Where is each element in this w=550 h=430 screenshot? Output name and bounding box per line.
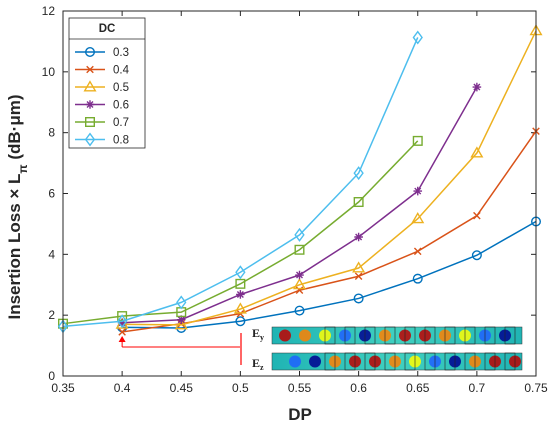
data-point: [235, 316, 246, 327]
y-tick-label: 6: [48, 187, 55, 201]
series-0.8: [57, 30, 423, 334]
x-tick-label: 0.4: [114, 381, 131, 395]
data-point: [294, 227, 305, 242]
legend-item: 0.8: [75, 132, 129, 147]
data-point: [411, 212, 425, 224]
ey-field-map: [271, 326, 523, 345]
data-point: [176, 315, 186, 325]
series-line: [122, 30, 537, 326]
data-point: [118, 328, 126, 336]
legend-item: 0.6: [75, 100, 129, 112]
data-point: [470, 146, 484, 158]
data-point: [472, 82, 482, 92]
x-axis: 0.35 0.4 0.45 0.5 0.55 0.6 0.65 0.7 0.75: [51, 11, 548, 395]
legend-label: 0.8: [113, 135, 129, 147]
series-0.3: [117, 216, 542, 333]
x-tick-label: 0.65: [406, 381, 430, 395]
legend-item: 0.3: [75, 47, 129, 59]
legend-item: 0.5: [75, 80, 129, 94]
data-point: [353, 166, 364, 181]
legend-marker: [84, 47, 95, 58]
data-point: [352, 261, 366, 273]
data-point: [354, 232, 363, 242]
x-tick-label: 0.45: [170, 381, 194, 395]
legend-label: 0.7: [113, 117, 129, 129]
data-point: [295, 270, 304, 280]
data-point: [294, 305, 305, 316]
series-0.7: [58, 135, 423, 329]
data-point: [412, 30, 423, 45]
x-axis-label: DP: [288, 405, 312, 424]
x-tick-label: 0.6: [350, 381, 367, 395]
ey-label: Ey: [252, 326, 264, 342]
y-axis-label: Insertion Loss × Lπ (dB·μm): [5, 94, 30, 319]
data-point: [236, 309, 245, 318]
data-point: [294, 244, 305, 255]
y-tick-label: 0: [48, 369, 55, 383]
legend-label: 0.5: [113, 82, 129, 94]
data-point: [473, 211, 481, 220]
legend-marker: [86, 65, 94, 74]
data-point: [174, 318, 188, 330]
legend-marker: [84, 132, 96, 147]
x-tick-label: 0.7: [469, 381, 486, 395]
x-tick-label: 0.75: [524, 381, 548, 395]
data-point: [353, 197, 364, 208]
series-layer: [57, 24, 543, 336]
data-point: [235, 265, 246, 280]
data-point: [116, 314, 128, 329]
x-tick-label: 0.35: [51, 381, 75, 395]
x-tick-label: 0.5: [232, 381, 249, 395]
legend-marker: [84, 116, 95, 127]
data-point: [292, 278, 307, 290]
svg-text:Insertion Loss × Lπ (dB·μm): Insertion Loss × Lπ (dB·μm): [5, 94, 30, 319]
series-line: [62, 37, 419, 328]
y-tick-label: 2: [48, 308, 55, 322]
field-profile-inset: Ey Ez: [252, 326, 523, 372]
legend-item: 0.4: [75, 65, 130, 77]
data-point: [117, 311, 128, 322]
series-0.6: [117, 82, 482, 328]
data-point: [412, 273, 423, 284]
data-point: [354, 272, 363, 281]
red-arrow-annotation: [118, 333, 242, 365]
data-point: [413, 247, 422, 256]
legend-marker: [85, 100, 95, 109]
y-tick-label: 8: [48, 126, 55, 140]
data-point: [235, 278, 246, 289]
y-tick-label: 4: [48, 247, 55, 261]
plot-frame: [62, 10, 537, 377]
series-line: [122, 86, 478, 324]
series-line: [122, 220, 537, 329]
x-tick-label: 0.55: [288, 381, 312, 395]
y-tick-label: 12: [42, 4, 56, 18]
legend-box: [68, 17, 146, 149]
y-axis: 0 2 4 6 8 10 12: [42, 4, 536, 383]
data-point: [233, 302, 247, 314]
ez-label: Ez: [252, 356, 264, 372]
data-point: [117, 318, 127, 328]
data-point: [353, 293, 364, 304]
data-point: [176, 295, 187, 310]
legend-label: 0.6: [113, 100, 129, 112]
series-line: [122, 130, 537, 333]
y-tick-label: 10: [42, 65, 56, 79]
legend-label: 0.4: [113, 65, 130, 77]
legend: DC 0.3 0.4 0.5 0.6 0.7 0.8: [68, 17, 146, 149]
data-point: [236, 290, 245, 299]
legend-marker: [83, 80, 97, 92]
data-point: [413, 186, 423, 196]
data-point: [471, 250, 482, 261]
legend-label: 0.3: [113, 47, 129, 59]
legend-title: DC: [99, 23, 116, 35]
legend-item: 0.7: [75, 116, 129, 129]
data-point: [412, 135, 423, 146]
